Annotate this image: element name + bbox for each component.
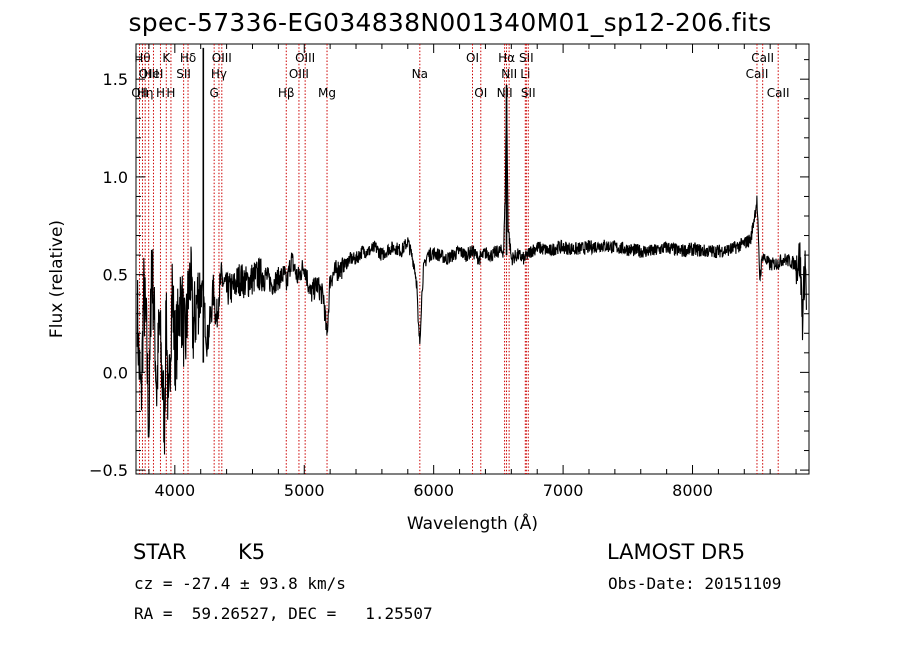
y-tick-label-2: 0.5 xyxy=(103,266,128,285)
line-marker-label-6: K xyxy=(162,51,171,65)
line-marker-label-4: HeI xyxy=(143,67,163,81)
line-marker-label-21: Hα xyxy=(498,51,515,65)
line-marker-label-12: OIII xyxy=(212,51,232,65)
line-marker-label-28: CaII xyxy=(767,86,790,100)
line-marker-label-19: OI xyxy=(474,86,487,100)
line-marker-label-16: Mg xyxy=(318,86,336,100)
x-tick-label-3: 7000 xyxy=(543,481,584,500)
line-marker-label-18: OI xyxy=(466,51,479,65)
spectrum-line xyxy=(136,93,807,455)
x-axis-label: Wavelength (Å) xyxy=(407,512,538,534)
line-marker-label-20: NII xyxy=(497,86,513,100)
line-marker-label-15: OIII xyxy=(295,51,315,65)
x-tick-label-1: 5000 xyxy=(284,481,325,500)
line-marker-label-7: H xyxy=(166,86,175,100)
object-class: STAR xyxy=(133,540,187,564)
line-marker-label-23: Li xyxy=(520,67,530,81)
observation-date: Obs-Date: 20151109 xyxy=(608,574,782,593)
survey-name: LAMOST DR5 xyxy=(607,540,746,564)
line-marker-label-26: CaII xyxy=(746,67,769,81)
x-tick-label-4: 8000 xyxy=(672,481,713,500)
object-subclass: K5 xyxy=(238,540,266,564)
y-tick-label-3: 1.0 xyxy=(103,168,128,187)
line-marker-label-27: CaII xyxy=(751,51,774,65)
line-marker-label-8: SII xyxy=(176,67,191,81)
coordinates: RA = 59.26527, DEC = 1.25507 xyxy=(134,604,433,623)
y-tick-label-0: −0.5 xyxy=(89,461,128,480)
line-marker-label-17: Na xyxy=(412,67,428,81)
line-marker-label-5: H xyxy=(156,86,165,100)
line-marker-label-11: Hγ xyxy=(211,67,227,81)
line-marker-label-9: Hδ xyxy=(180,51,196,65)
y-tick-label-1: 0.0 xyxy=(103,363,128,382)
line-marker-label-14: OIII xyxy=(289,67,309,81)
chart-title: spec-57336-EG034838N001340M01_sp12-206.f… xyxy=(128,8,772,37)
y-axis-label: Flux (relative) xyxy=(47,220,67,338)
line-marker-label-25: SII xyxy=(521,86,536,100)
y-tick-label-4: 1.5 xyxy=(103,70,128,89)
line-marker-label-22: NII xyxy=(501,67,517,81)
line-marker-label-24: SII xyxy=(519,51,534,65)
line-marker-label-2: Hη xyxy=(137,86,154,100)
line-marker-label-10: G xyxy=(210,86,219,100)
redshift-cz: cz = -27.4 ± 93.8 km/s xyxy=(134,574,346,593)
line-marker-label-1: Hθ xyxy=(134,51,150,65)
x-tick-label-0: 4000 xyxy=(154,481,195,500)
line-marker-label-13: Hβ xyxy=(278,86,295,100)
line-marker-label-0: OII xyxy=(131,86,148,100)
x-tick-label-2: 6000 xyxy=(413,481,454,500)
